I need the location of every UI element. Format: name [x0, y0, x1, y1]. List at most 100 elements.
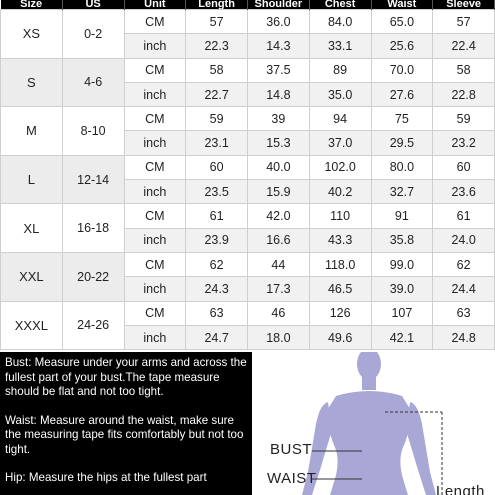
body-measurement-figure: BUST WAIST Length [252, 352, 495, 495]
us-size-cell: 24-26 [61, 300, 125, 351]
value-cell: 36.0 [247, 8, 310, 35]
value-cell: 46.5 [308, 276, 372, 302]
table-row: inch 22.3 14.3 33.1 25.6 22.4 [1, 33, 495, 59]
value-cell: 110 [308, 203, 372, 229]
table-row: XS 0-2 CM 57 36.0 84.0 65.0 57 [0, 8, 495, 59]
size-cell: S [0, 57, 63, 108]
value-cell: 42.1 [370, 324, 434, 351]
value-cell: 59 [185, 106, 248, 132]
value-cell: 27.6 [370, 81, 434, 108]
value-cell: 33.1 [308, 33, 372, 59]
us-size-cell: 12-14 [61, 154, 125, 205]
size-cell: XS [0, 9, 63, 59]
column-header: Length [185, 0, 248, 10]
bust-label: BUST [270, 441, 313, 458]
value-cell: 24.8 [432, 324, 495, 351]
value-cell: 23.1 [185, 130, 248, 156]
column-header: Shoulder [247, 0, 310, 10]
unit-cell: CM [123, 203, 187, 229]
us-size-cell: 8-10 [61, 106, 125, 156]
unit-cell: CM [123, 106, 187, 132]
column-header: Unit [124, 0, 187, 10]
us-size-cell: 16-18 [61, 203, 125, 253]
value-cell: 61 [432, 203, 495, 229]
value-cell: 37.5 [247, 57, 310, 83]
value-cell: 16.6 [247, 227, 310, 253]
value-cell: 102.0 [308, 154, 372, 181]
unit-cell: inch [123, 179, 187, 205]
size-chart-table: Size US Unit Length Shoulder Chest Waist Sleeve… [0, 0, 495, 351]
table-row: inch 23.5 15.9 40.2 32.7 23.6 [1, 179, 495, 205]
table-row: inch 22.7 14.8 35.0 27.6 22.8 [1, 81, 495, 108]
size-cell: M [0, 106, 63, 156]
value-cell: 15.9 [247, 179, 310, 205]
value-cell: 22.3 [185, 33, 248, 59]
unit-cell: inch [123, 276, 187, 302]
value-cell: 43.3 [308, 227, 372, 253]
body-silhouette-illustration [302, 352, 443, 495]
hip-note: Hip: Measure the hips at the fullest par… [5, 471, 207, 484]
unit-cell: CM [123, 154, 187, 181]
waist-note: Waist: Measure around the waist, make su… [5, 413, 244, 456]
value-cell: 57 [432, 8, 495, 35]
value-cell: 35.8 [370, 227, 434, 253]
unit-cell: CM [123, 300, 187, 326]
value-cell: 22.8 [432, 81, 495, 108]
value-cell: 89 [308, 57, 372, 83]
value-cell: 60 [185, 154, 248, 181]
table-row: XXL 20-22 CM 62 44 118.0 99.0 62 [0, 251, 495, 302]
measure-lines [312, 411, 443, 495]
unit-cell: CM [123, 57, 187, 83]
value-cell: 107 [370, 300, 434, 326]
value-cell: 70.0 [370, 57, 434, 83]
value-cell: 40.0 [247, 154, 310, 181]
value-cell: 42.0 [247, 203, 310, 229]
table-header-row: Size US Unit Length Shoulder Chest Waist Sleeve [0, 0, 495, 10]
value-cell: 24.3 [185, 276, 248, 302]
table-row: inch 23.9 16.6 43.3 35.8 24.0 [1, 227, 495, 253]
value-cell: 62 [185, 251, 248, 278]
value-cell: 35.0 [308, 81, 372, 108]
value-cell: 46 [247, 300, 310, 326]
value-cell: 80.0 [370, 154, 434, 181]
value-cell: 29.5 [370, 130, 434, 156]
value-cell: 14.8 [247, 81, 310, 108]
unit-cell: CM [123, 8, 187, 35]
bust-note: Bust: Measure under your arms and across… [5, 356, 247, 398]
size-cell: XXL [0, 251, 63, 302]
table-row: S 4-6 CM 58 37.5 89 70.0 58 [0, 57, 495, 108]
us-size-cell: 20-22 [61, 251, 125, 302]
value-cell: 58 [432, 57, 495, 83]
us-size-cell: 0-2 [61, 9, 125, 59]
body-silhouette [302, 352, 436, 495]
value-cell: 23.5 [185, 179, 248, 205]
unit-cell: inch [123, 324, 187, 351]
column-header: US [62, 0, 125, 10]
column-header: Chest [309, 0, 372, 10]
value-cell: 63 [185, 300, 248, 326]
table-row: L 12-14 CM 60 40.0 102.0 80.0 60 [0, 154, 495, 205]
value-cell: 91 [370, 203, 434, 229]
value-cell: 75 [370, 106, 434, 132]
value-cell: 23.9 [185, 227, 248, 253]
table-body: XS 0-2 CM 57 36.0 84.0 65.0 57 inch 22.3 14.3 33.1 2… [0, 8, 495, 351]
table-row: M 8-10 CM 59 39 94 75 59 [0, 106, 495, 156]
waist-label: WAIST [267, 470, 317, 487]
value-cell: 65.0 [370, 8, 434, 35]
value-cell: 61 [185, 203, 248, 229]
value-cell: 118.0 [308, 251, 372, 278]
unit-cell: inch [123, 33, 187, 59]
value-cell: 24.4 [432, 276, 495, 302]
value-cell: 32.7 [370, 179, 434, 205]
value-cell: 18.0 [247, 324, 310, 351]
value-cell: 39.0 [370, 276, 434, 302]
value-cell: 40.2 [308, 179, 372, 205]
unit-cell: inch [123, 130, 187, 156]
unit-cell: inch [123, 81, 187, 108]
value-cell: 24.7 [185, 324, 248, 351]
column-header: Sleeve [432, 0, 495, 10]
size-cell: XL [0, 203, 63, 253]
size-cell: XXXL [0, 300, 63, 351]
value-cell: 15.3 [247, 130, 310, 156]
value-cell: 22.4 [432, 33, 495, 59]
